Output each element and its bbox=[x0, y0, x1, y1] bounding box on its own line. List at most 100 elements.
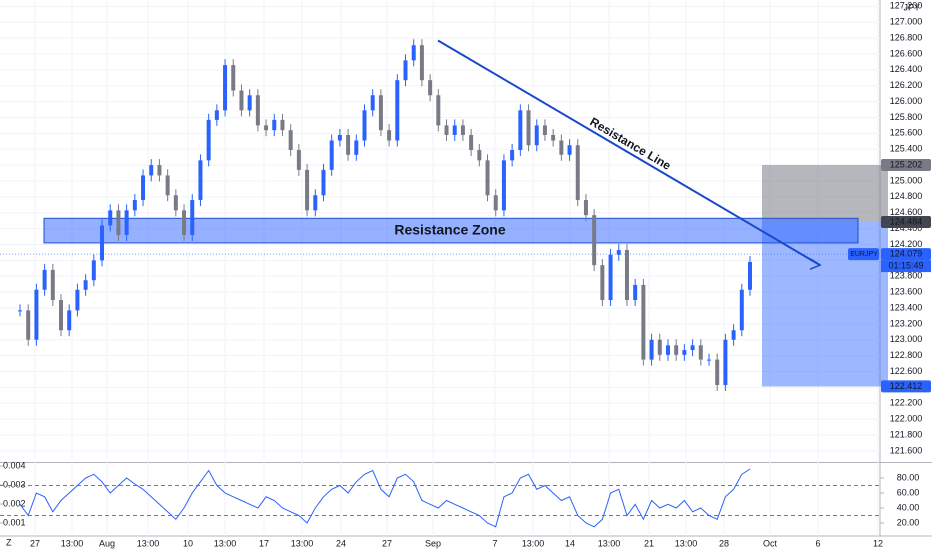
position-stop-zone bbox=[762, 221, 888, 387]
osc-tick-label: 20.00 bbox=[897, 517, 920, 527]
x-tick-label: 27 bbox=[382, 538, 392, 548]
x-tick-label: 28 bbox=[719, 538, 729, 548]
osc-left-tick-label: 0.003 bbox=[3, 479, 26, 489]
candle bbox=[657, 339, 662, 355]
candle bbox=[518, 110, 523, 151]
x-tick-label: 12 bbox=[873, 538, 883, 548]
candle bbox=[50, 269, 55, 301]
candle bbox=[649, 339, 654, 360]
candle bbox=[559, 140, 564, 155]
candle bbox=[715, 359, 720, 385]
candle bbox=[493, 195, 498, 211]
y-tick-label: 125.600 bbox=[890, 128, 923, 138]
candle bbox=[403, 60, 408, 81]
y-tick-label: 122.000 bbox=[890, 414, 923, 424]
candle bbox=[264, 125, 269, 131]
y-tick-label: 121.600 bbox=[890, 445, 923, 455]
candle bbox=[141, 175, 146, 201]
candle bbox=[26, 310, 31, 340]
candle bbox=[59, 300, 64, 331]
y-tick-label: 123.800 bbox=[890, 271, 923, 281]
candle bbox=[239, 90, 244, 111]
target-label-box bbox=[881, 158, 931, 171]
candle bbox=[223, 65, 228, 111]
x-tick-label: 13:00 bbox=[598, 538, 621, 548]
resistance-zone-label: Resistance Zone bbox=[394, 221, 505, 237]
candle bbox=[255, 95, 260, 126]
countdown-box bbox=[881, 260, 931, 273]
y-tick-label: 126.600 bbox=[890, 48, 923, 58]
x-tick-label: Aug bbox=[99, 538, 115, 548]
y-tick-label: 125.400 bbox=[890, 144, 923, 154]
y-tick-label: 123.600 bbox=[890, 286, 923, 296]
x-tick-label: 6 bbox=[815, 538, 820, 548]
candle bbox=[575, 145, 580, 201]
candle bbox=[75, 289, 80, 311]
y-tick-label: 126.000 bbox=[890, 96, 923, 106]
candle bbox=[665, 345, 670, 355]
candle bbox=[182, 210, 187, 235]
candle bbox=[346, 134, 351, 155]
osc-left-tick-label: 0.001 bbox=[3, 517, 26, 527]
candle bbox=[362, 110, 367, 141]
y-tick-label: 126.800 bbox=[890, 32, 923, 42]
stop-label: 122.412 bbox=[890, 381, 923, 391]
candle bbox=[173, 195, 178, 211]
candle bbox=[198, 160, 203, 201]
candle bbox=[706, 359, 711, 361]
candle bbox=[280, 119, 285, 131]
candle bbox=[469, 134, 474, 151]
candle bbox=[534, 125, 539, 146]
candle bbox=[329, 140, 334, 170]
candle bbox=[190, 200, 195, 235]
currency-label: JPY bbox=[903, 2, 920, 12]
candle bbox=[378, 95, 383, 131]
osc-left-tick-label: 0.002 bbox=[3, 498, 26, 508]
y-tick-label: 122.200 bbox=[890, 398, 923, 408]
last-price-label-box bbox=[881, 248, 931, 261]
candle bbox=[485, 160, 490, 196]
x-tick-label: 13:00 bbox=[214, 538, 237, 548]
y-tick-label: 126.200 bbox=[890, 80, 923, 90]
candle bbox=[42, 269, 47, 290]
candle bbox=[690, 345, 695, 351]
x-tick-label: 21 bbox=[644, 538, 654, 548]
y-tick-label: 127.200 bbox=[890, 1, 923, 11]
candle bbox=[682, 350, 687, 355]
candle bbox=[354, 140, 359, 155]
y-tick-label: 126.400 bbox=[890, 64, 923, 74]
candle bbox=[165, 175, 170, 196]
y-tick-label: 123.000 bbox=[890, 334, 923, 344]
candle bbox=[149, 165, 154, 176]
candle bbox=[321, 169, 326, 196]
candle bbox=[460, 125, 465, 135]
stop-label-box bbox=[881, 380, 931, 393]
y-tick-label: 124.600 bbox=[890, 207, 923, 217]
osc-tick-label: 40.00 bbox=[897, 502, 920, 512]
candle bbox=[411, 45, 416, 61]
symbol-label: EURJPY bbox=[850, 251, 878, 258]
candle bbox=[247, 95, 252, 111]
y-tick-label: 122.800 bbox=[890, 350, 923, 360]
candle bbox=[313, 195, 318, 211]
candle bbox=[748, 261, 752, 290]
x-tick-label: 7 bbox=[492, 538, 497, 548]
candle bbox=[633, 284, 638, 301]
candle bbox=[214, 110, 219, 120]
candle bbox=[600, 265, 605, 301]
y-tick-label: 123.200 bbox=[890, 318, 923, 328]
candle bbox=[542, 125, 547, 135]
candle bbox=[583, 200, 588, 216]
countdown: 01:15:49 bbox=[888, 260, 923, 270]
candle bbox=[723, 339, 728, 385]
osc-tick-label: 80.00 bbox=[897, 472, 920, 482]
candle bbox=[296, 150, 301, 170]
candle bbox=[444, 125, 449, 135]
candle bbox=[641, 284, 646, 360]
x-tick-label: 13:00 bbox=[137, 538, 160, 548]
x-tick-label: 13:00 bbox=[291, 538, 314, 548]
y-tick-label: 124.400 bbox=[890, 223, 923, 233]
x-tick-label: 27 bbox=[30, 538, 40, 548]
entry-label-box bbox=[881, 215, 931, 228]
